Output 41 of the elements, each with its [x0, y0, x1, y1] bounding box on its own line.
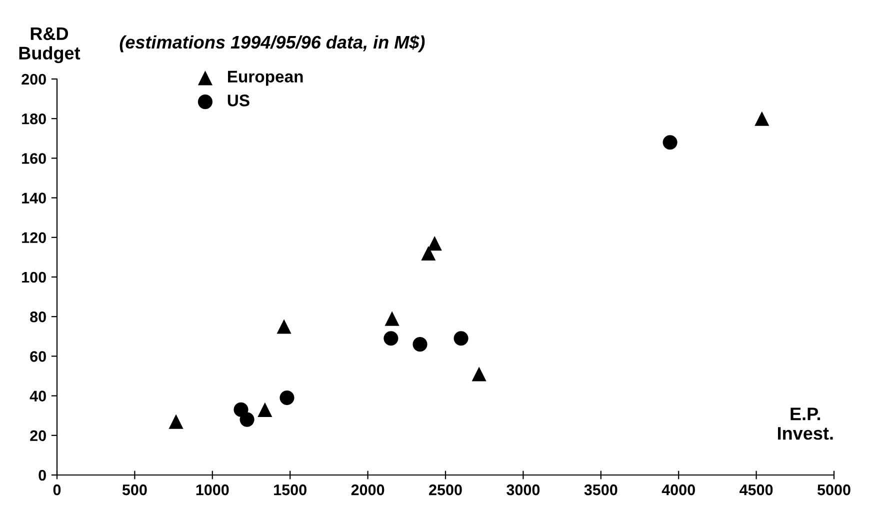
point	[384, 311, 400, 326]
y-tick-label: 120	[22, 232, 46, 244]
x-tick-label: 5000	[817, 484, 850, 496]
x-axis-title: E.P. Invest.	[778, 408, 833, 440]
point	[427, 236, 442, 251]
point	[384, 331, 398, 346]
y-tick-label: 0	[38, 470, 46, 481]
y-tick-label: 20	[30, 430, 46, 442]
point	[168, 414, 184, 429]
point	[754, 111, 770, 126]
x-tick-label: 3000	[506, 484, 540, 496]
y-tick-label: 200	[22, 74, 46, 85]
point	[412, 337, 428, 352]
y-tick-label: 140	[22, 192, 46, 204]
y-tick-label: 60	[30, 351, 46, 362]
legend-label: European	[228, 70, 303, 86]
y-tick-label: 40	[30, 390, 46, 402]
y-tick-label: 80	[30, 311, 46, 322]
x-tick-label: 4500	[740, 484, 773, 496]
point	[472, 366, 486, 382]
x-tick-label: 3500	[584, 484, 618, 496]
x-tick-label: 2500	[429, 484, 462, 496]
point	[258, 402, 272, 417]
point	[662, 135, 678, 150]
x-tick-label: 4000	[662, 484, 695, 496]
point	[280, 390, 294, 406]
x-tick-label: 0	[53, 484, 61, 496]
point	[240, 412, 254, 427]
point	[421, 246, 436, 261]
y-tick-label: 160	[22, 153, 46, 164]
x-tick-label: 1000	[196, 484, 229, 496]
y-tick-label: 180	[22, 113, 46, 124]
point	[276, 319, 292, 334]
chart-title: (estimations 1994/95/96 data, in M$)	[120, 35, 425, 52]
x-tick-label: 2000	[351, 484, 384, 496]
x-tick-label: 1500	[274, 484, 306, 496]
legend-label: US	[228, 94, 250, 106]
x-tick-label: 500	[122, 484, 147, 496]
y-axis-title: R&D Budget	[19, 27, 80, 64]
point	[454, 331, 468, 346]
y-tick-label: 100	[22, 272, 46, 283]
